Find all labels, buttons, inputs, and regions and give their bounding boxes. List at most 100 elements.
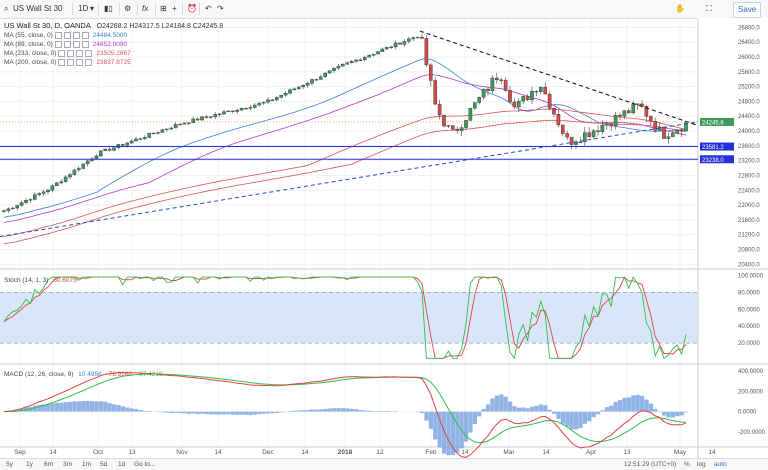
price-tick-label: 21600.0: [738, 218, 760, 224]
candle-body: [359, 60, 362, 61]
candles-icon[interactable]: ▮▯: [104, 2, 113, 16]
macd-histogram-bar: [187, 412, 191, 414]
legend-toggle-icon[interactable]: [64, 32, 71, 39]
support-price-label: 23581.2: [702, 145, 724, 151]
range-1d[interactable]: 1d: [118, 459, 125, 470]
indicator-legend-row: MA (200, close, 0)23837.8725: [4, 58, 131, 67]
percent-toggle[interactable]: %: [684, 459, 690, 470]
indicator-value: 23505.2867: [96, 50, 130, 57]
macd-histogram-bar: [345, 408, 349, 411]
legend-toggle-icon[interactable]: [85, 50, 92, 57]
candle-body: [403, 41, 406, 44]
candle-body: [460, 128, 463, 131]
candle-body: [434, 81, 437, 105]
candle-body: [429, 65, 432, 81]
stoch-label: Stoch (14, 1, 3): [4, 277, 48, 284]
time-tick-label: Mar: [503, 449, 515, 456]
range-1y[interactable]: 1y: [26, 459, 33, 470]
candle-body: [68, 175, 71, 177]
legend-toggle-icon[interactable]: [55, 41, 62, 48]
auto-toggle[interactable]: auto: [714, 459, 727, 470]
legend-toggle-icon[interactable]: [64, 41, 71, 48]
candle-body: [385, 47, 388, 49]
legend-toggle-icon[interactable]: [73, 41, 80, 48]
macd-histogram-bar: [112, 404, 116, 411]
range-5y[interactable]: 5y: [6, 459, 13, 470]
save-button[interactable]: Save: [733, 2, 761, 18]
hand-icon[interactable]: ✋: [675, 2, 685, 16]
symbol-field[interactable]: US Wall St 30: [13, 2, 63, 16]
legend-toggle-icon[interactable]: [82, 32, 89, 39]
legend-toggle-icon[interactable]: [55, 32, 62, 39]
time-tick-label: Dec: [262, 449, 274, 456]
macd-histogram-bar: [200, 412, 204, 414]
indicator-label: MA (233, close, 0): [4, 50, 56, 57]
undo-icon[interactable]: ↶: [205, 2, 212, 16]
macd-histogram-bar: [262, 412, 266, 414]
legend-toggle-icon[interactable]: [67, 59, 74, 66]
candle-body: [438, 104, 441, 115]
indicator-value: 24484.5000: [93, 32, 127, 39]
interval-selector[interactable]: 1D: [78, 2, 88, 16]
macd-histogram-bar: [46, 404, 50, 411]
candle-body: [346, 63, 349, 65]
time-tick-label: Feb: [425, 449, 437, 456]
range-3m[interactable]: 3m: [63, 459, 72, 470]
macd-histogram-bar: [636, 395, 640, 412]
macd-histogram-bar: [618, 400, 622, 412]
redo-icon[interactable]: ↷: [217, 2, 224, 16]
candle-body: [636, 104, 639, 105]
legend-toggle-icon[interactable]: [58, 50, 65, 57]
fullscreen-icon[interactable]: ⛶: [706, 2, 712, 16]
range-1m[interactable]: 1m: [82, 459, 91, 470]
support-price-label: 23238.0: [702, 158, 724, 164]
macd-histogram-bar: [240, 412, 244, 415]
candle-body: [218, 114, 221, 115]
macd-histogram-bar: [279, 412, 283, 413]
candle-body: [522, 96, 525, 101]
time-tick-label: 14: [461, 449, 469, 456]
range-6m[interactable]: 6m: [44, 459, 53, 470]
legend-toggle-icon[interactable]: [82, 41, 89, 48]
candle-body: [117, 144, 120, 147]
candle-body: [258, 103, 261, 105]
time-tick-label: 14: [301, 449, 309, 456]
chevron-down-icon[interactable]: ▾: [90, 2, 94, 16]
alert-icon[interactable]: ⏰: [187, 2, 197, 16]
candle-body: [676, 130, 679, 133]
candle-body: [284, 93, 287, 95]
macd-histogram-bar: [125, 407, 129, 411]
candle-body: [143, 137, 146, 138]
legend-toggle-icon[interactable]: [73, 32, 80, 39]
candle-body: [552, 108, 555, 114]
time-tick-label: Nov: [176, 449, 188, 456]
log-toggle[interactable]: log: [697, 459, 706, 470]
candle-body: [491, 78, 494, 91]
legend-toggle-icon[interactable]: [76, 50, 83, 57]
candle-body: [148, 133, 151, 137]
gear-icon[interactable]: ⚙: [124, 2, 131, 16]
macd-histogram-bar: [578, 412, 582, 428]
legend-toggle-icon[interactable]: [76, 59, 83, 66]
macd-histogram-bar: [275, 412, 279, 413]
legend-toggle-icon[interactable]: [58, 59, 65, 66]
search-icon[interactable]: ⌕: [4, 2, 8, 16]
range-5d[interactable]: 5d: [100, 459, 107, 470]
indicators-button[interactable]: fx: [142, 2, 148, 16]
candle-body: [420, 37, 423, 38]
layout-icon[interactable]: ⊞: [160, 2, 167, 16]
macd-histogram-bar: [292, 411, 296, 412]
macd-histogram-bar: [266, 412, 270, 414]
macd-histogram-bar: [94, 402, 98, 412]
macd-histogram-bar: [147, 411, 151, 412]
legend-toggle-icon[interactable]: [85, 59, 92, 66]
compare-icon[interactable]: +: [172, 2, 177, 16]
uptrend-line: [0, 122, 698, 237]
macd-histogram-bar: [455, 412, 459, 453]
goto-button[interactable]: Go to...: [134, 459, 155, 470]
macd-histogram-bar: [526, 408, 530, 411]
legend-toggle-icon[interactable]: [67, 50, 74, 57]
stoch-tick-label: 20.0000: [738, 341, 760, 347]
clock: 12:51:29 (UTC+0): [624, 459, 676, 470]
